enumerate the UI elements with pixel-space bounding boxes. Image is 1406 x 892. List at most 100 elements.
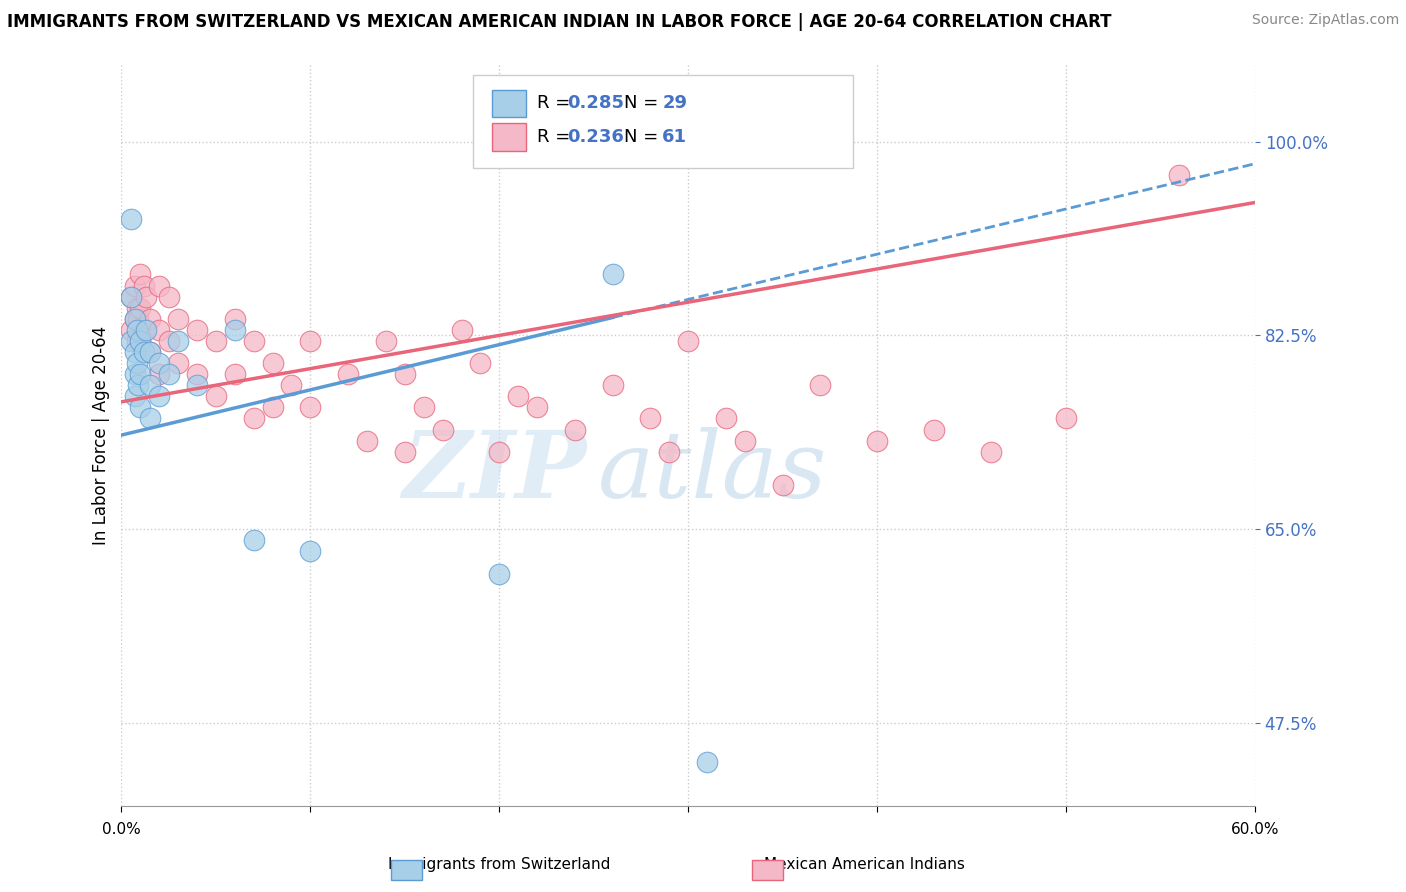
Point bbox=[979, 444, 1001, 458]
Point bbox=[922, 423, 945, 437]
Point bbox=[132, 345, 155, 359]
Text: 0.236: 0.236 bbox=[567, 128, 624, 145]
Point bbox=[450, 323, 472, 337]
Point bbox=[120, 212, 142, 227]
Point bbox=[186, 367, 208, 381]
Point bbox=[526, 401, 548, 415]
Text: 60.0%: 60.0% bbox=[1230, 822, 1279, 837]
Point bbox=[205, 389, 228, 403]
Point bbox=[602, 378, 624, 392]
Text: N =: N = bbox=[624, 95, 664, 112]
Point bbox=[242, 334, 264, 348]
Point bbox=[120, 290, 142, 304]
Point bbox=[120, 323, 142, 337]
Point bbox=[488, 444, 510, 458]
Point bbox=[127, 311, 149, 326]
Point bbox=[124, 345, 146, 359]
Point bbox=[157, 290, 180, 304]
Point bbox=[640, 411, 662, 425]
Point bbox=[135, 290, 157, 304]
Point bbox=[280, 378, 302, 392]
Y-axis label: In Labor Force | Age 20-64: In Labor Force | Age 20-64 bbox=[93, 326, 110, 545]
Point bbox=[139, 378, 162, 392]
Point bbox=[734, 434, 756, 448]
Point bbox=[658, 444, 681, 458]
Point bbox=[564, 423, 586, 437]
Point bbox=[772, 478, 794, 492]
Point bbox=[337, 367, 360, 381]
Point bbox=[139, 345, 162, 359]
Point bbox=[602, 268, 624, 282]
Point bbox=[124, 389, 146, 403]
Point bbox=[139, 345, 162, 359]
Point bbox=[148, 278, 170, 293]
Point bbox=[148, 356, 170, 370]
Point bbox=[714, 411, 737, 425]
Point bbox=[1168, 168, 1191, 182]
Point bbox=[148, 389, 170, 403]
Text: 29: 29 bbox=[662, 95, 688, 112]
Point bbox=[124, 367, 146, 381]
Point bbox=[167, 356, 190, 370]
Point bbox=[148, 367, 170, 381]
Point bbox=[299, 334, 322, 348]
Text: Source: ZipAtlas.com: Source: ZipAtlas.com bbox=[1251, 13, 1399, 28]
Point bbox=[224, 367, 246, 381]
Point bbox=[127, 378, 149, 392]
Point bbox=[1054, 411, 1077, 425]
Text: 0.285: 0.285 bbox=[567, 95, 624, 112]
Point bbox=[125, 356, 148, 370]
Point bbox=[866, 434, 889, 448]
Point bbox=[242, 533, 264, 548]
Point bbox=[470, 356, 492, 370]
Text: Immigrants from Switzerland: Immigrants from Switzerland bbox=[388, 857, 610, 872]
Point bbox=[394, 367, 416, 381]
Point bbox=[157, 367, 180, 381]
Text: IMMIGRANTS FROM SWITZERLAND VS MEXICAN AMERICAN INDIAN IN LABOR FORCE | AGE 20-6: IMMIGRANTS FROM SWITZERLAND VS MEXICAN A… bbox=[7, 13, 1112, 31]
Point bbox=[125, 301, 148, 315]
Point bbox=[508, 389, 530, 403]
FancyBboxPatch shape bbox=[492, 90, 526, 118]
Point bbox=[129, 401, 152, 415]
Point bbox=[129, 268, 152, 282]
Text: R =: R = bbox=[537, 128, 576, 145]
Point bbox=[394, 444, 416, 458]
Point bbox=[139, 411, 162, 425]
Point bbox=[120, 334, 142, 348]
Text: R =: R = bbox=[537, 95, 576, 112]
Text: 0.0%: 0.0% bbox=[103, 822, 141, 837]
Point bbox=[262, 401, 284, 415]
Point bbox=[129, 334, 152, 348]
Point bbox=[125, 334, 148, 348]
Point bbox=[224, 311, 246, 326]
Point bbox=[299, 401, 322, 415]
Point bbox=[129, 301, 152, 315]
Point bbox=[129, 367, 152, 381]
Text: 61: 61 bbox=[662, 128, 688, 145]
Point bbox=[186, 378, 208, 392]
Point bbox=[124, 311, 146, 326]
Point bbox=[262, 356, 284, 370]
Point bbox=[810, 378, 832, 392]
Text: Mexican American Indians: Mexican American Indians bbox=[765, 857, 965, 872]
Point bbox=[129, 334, 152, 348]
FancyBboxPatch shape bbox=[472, 75, 852, 168]
Point bbox=[148, 323, 170, 337]
Point bbox=[412, 401, 434, 415]
Point bbox=[157, 334, 180, 348]
Point bbox=[167, 311, 190, 326]
Point bbox=[696, 755, 718, 769]
Point bbox=[205, 334, 228, 348]
Point bbox=[299, 544, 322, 558]
Text: ZIP: ZIP bbox=[402, 427, 586, 517]
Point bbox=[242, 411, 264, 425]
Text: atlas: atlas bbox=[598, 427, 827, 517]
Point bbox=[676, 334, 699, 348]
Point bbox=[135, 323, 157, 337]
Point bbox=[224, 323, 246, 337]
Point bbox=[432, 423, 454, 437]
Point bbox=[488, 566, 510, 581]
Point bbox=[124, 311, 146, 326]
Point bbox=[120, 290, 142, 304]
Point bbox=[132, 323, 155, 337]
